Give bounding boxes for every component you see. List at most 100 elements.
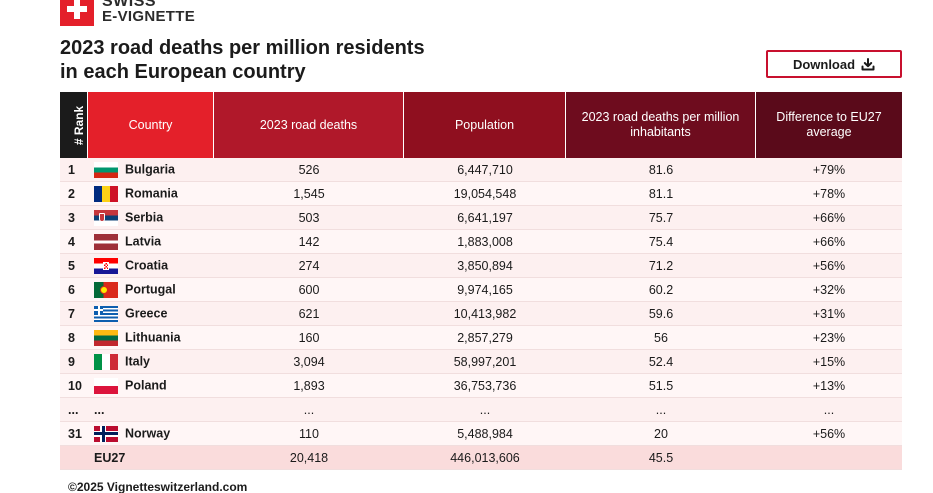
difference-cell: +66% [756,206,902,230]
difference-cell: +56% [756,422,902,446]
deaths-per-million-cell: 71.2 [566,254,756,278]
road-deaths-cell: 1,545 [214,182,404,206]
difference-cell: +13% [756,374,902,398]
population-cell: 6,641,197 [404,206,566,230]
road-deaths-cell: ... [214,398,404,422]
table-row: 6 Portugal 600 9,974,165 60.2 +32% [60,278,902,302]
difference-cell: +31% [756,302,902,326]
deaths-per-million-cell: 56 [566,326,756,350]
road-deaths-cell: 110 [214,422,404,446]
population-cell: 19,054,548 [404,182,566,206]
table-row: 1 Bulgaria 526 6,447,710 81.6 +79% [60,158,902,182]
road-deaths-cell: 20,418 [214,446,404,470]
country-name: Lithuania [125,329,181,344]
difference-cell: +78% [756,182,902,206]
road-deaths-cell: 600 [214,278,404,302]
difference-cell: +32% [756,278,902,302]
deaths-per-million-cell: 75.7 [566,206,756,230]
rank-cell: 7 [60,302,88,326]
population-cell: 9,974,165 [404,278,566,302]
country-name: Bulgaria [125,161,176,176]
country-name: Italy [125,353,151,368]
romania-flag-icon [94,185,118,202]
download-label: Download [792,56,856,72]
country-cell: Romania [88,182,214,206]
table-row: 4 Latvia 142 1,883,008 75.4 +66% [60,230,902,254]
country-cell: Poland [88,374,214,398]
difference-cell: +15% [756,350,902,374]
country-name: Norway [125,425,171,440]
population-cell: 2,857,279 [404,326,566,350]
country-cell: Serbia [88,206,214,230]
croatia-flag-icon [94,257,118,274]
table-row: 3 Serbia 503 6,641,197 75.7 +66% [60,206,902,230]
rank-cell: 5 [60,254,88,278]
header-country: Country [88,92,214,158]
rank-cell [60,446,88,470]
bulgaria-flag-icon [94,161,118,178]
title-line2: in each European country [60,61,306,83]
country-cell: Norway [88,422,214,446]
population-cell: 3,850,894 [404,254,566,278]
deaths-per-million-cell: 52.4 [566,350,756,374]
country-name: ... [94,402,105,417]
deaths-per-million-cell: 75.4 [566,230,756,254]
country-name: Romania [125,185,178,200]
header-rank: # Rank [60,92,88,158]
header-population: Population [404,92,566,158]
table-row: .................. [60,398,902,422]
rank-cell: 8 [60,326,88,350]
rank-cell: 4 [60,230,88,254]
serbia-flag-icon [94,209,118,226]
footer-copyright: ©2025 Vignetteswitzerland.com [68,480,248,493]
road-deaths-cell: 160 [214,326,404,350]
deaths-per-million-cell: 81.1 [566,182,756,206]
difference-cell: +23% [756,326,902,350]
population-cell: 1,883,008 [404,230,566,254]
road-deaths-table: # Rank Country 2023 road deaths Populati… [60,92,902,470]
norway-flag-icon [94,425,118,442]
country-cell: Croatia [88,254,214,278]
rank-cell: 9 [60,350,88,374]
country-cell: Italy [88,350,214,374]
download-button[interactable]: Download [766,50,902,78]
population-cell: 58,997,201 [404,350,566,374]
country-name: Latvia [125,233,162,248]
road-deaths-cell: 3,094 [214,350,404,374]
country-cell: EU27 [88,446,214,470]
header-deaths-per-million: 2023 road deaths per million inhabitants [566,92,756,158]
deaths-per-million-cell: ... [566,398,756,422]
country-name: Portugal [125,281,176,296]
country-cell: Latvia [88,230,214,254]
country-name: EU27 [94,450,126,465]
table-row: 31 Norway 110 5,488,984 20 +56% [60,422,902,446]
deaths-per-million-cell: 59.6 [566,302,756,326]
table-header-row: # Rank Country 2023 road deaths Populati… [60,92,902,158]
header-road-deaths: 2023 road deaths [214,92,404,158]
brand-name: SWISS E-VIGNETTE [102,0,195,24]
difference-cell: +79% [756,158,902,182]
deaths-per-million-cell: 60.2 [566,278,756,302]
deaths-per-million-cell: 51.5 [566,374,756,398]
table-row: 8 Lithuania 160 2,857,279 56 +23% [60,326,902,350]
rank-cell: ... [60,398,88,422]
country-name: Croatia [125,257,169,272]
rank-cell: 3 [60,206,88,230]
portugal-flag-icon [94,281,118,298]
rank-cell: 2 [60,182,88,206]
country-cell: Greece [88,302,214,326]
deaths-per-million-cell: 81.6 [566,158,756,182]
country-name: Poland [125,377,167,392]
country-cell: Portugal [88,278,214,302]
difference-cell [756,446,902,470]
brand-logo: SWISS E-VIGNETTE [60,0,195,26]
eu27-summary-row: EU27 20,418 446,013,606 45.5 [60,446,902,470]
road-deaths-cell: 621 [214,302,404,326]
rank-cell: 6 [60,278,88,302]
road-deaths-cell: 1,893 [214,374,404,398]
road-deaths-cell: 142 [214,230,404,254]
brand-line2: E-VIGNETTE [102,8,196,25]
page-title: 2023 road deaths per million residents i… [60,36,580,84]
population-cell: 5,488,984 [404,422,566,446]
country-name: Greece [125,305,168,320]
